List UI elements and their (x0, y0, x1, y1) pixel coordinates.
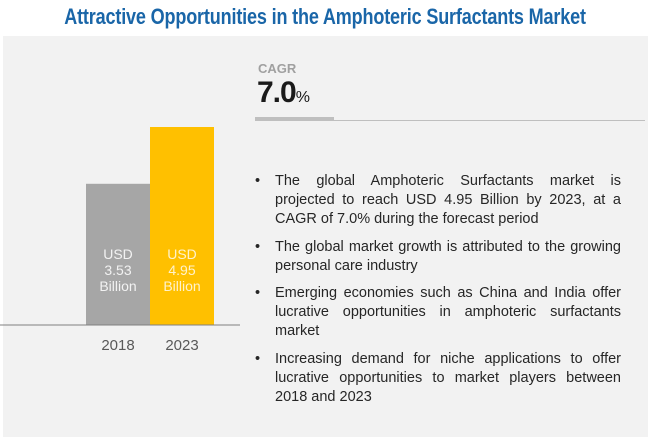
cagr-label: CAGR (258, 61, 297, 76)
cagr-underline (334, 120, 645, 121)
key-points-list: • The global Amphoteric Surfactants marke… (255, 172, 621, 415)
bar-2023 (150, 127, 214, 325)
data-label-2023: 4.95 (168, 262, 195, 278)
bullet-icon: • (255, 173, 261, 189)
bullet-icon: • (255, 238, 261, 255)
page-title: Attractive Opportunities in the Amphoter… (64, 4, 586, 29)
data-label-2018: USD (103, 246, 133, 262)
cagr-unit: % (295, 89, 310, 106)
key-point: • The global market growth is attributed … (255, 238, 621, 274)
cagr-number: 7.0 (257, 76, 297, 109)
bullet-icon: • (255, 285, 261, 301)
x-tick-label: 2018 (101, 337, 134, 354)
data-label-2018: Billion (99, 278, 136, 294)
data-label-2023: USD (167, 246, 197, 262)
cagr-underline-accent (255, 117, 334, 121)
data-label-2018: 3.53 (104, 262, 131, 278)
key-point: • Emerging economies such as China and In… (255, 285, 621, 339)
key-point: • The global Amphoteric Surfactants marke… (255, 173, 621, 227)
data-label-2023: Billion (163, 278, 200, 294)
bullet-icon: • (255, 350, 261, 367)
x-tick-label: 2023 (165, 337, 198, 354)
cagr-value: 7.0% (257, 76, 310, 110)
key-point: • Increasing demand for niche application… (255, 350, 621, 405)
bar-2018 (86, 183, 150, 325)
